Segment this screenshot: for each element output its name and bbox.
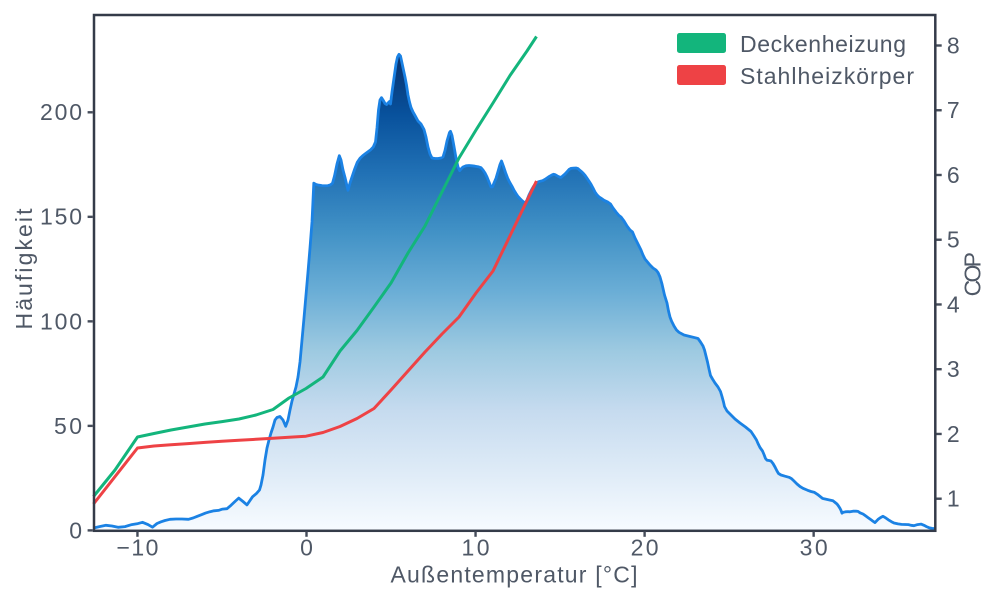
svg-text:0: 0: [69, 517, 82, 543]
svg-text:Stahlheizkörper: Stahlheizkörper: [740, 63, 914, 89]
svg-text:150: 150: [40, 204, 82, 230]
svg-text:7: 7: [947, 97, 960, 123]
svg-text:100: 100: [40, 308, 82, 334]
svg-text:6: 6: [947, 162, 960, 188]
svg-text:−10: −10: [116, 535, 158, 561]
svg-text:8: 8: [947, 32, 960, 58]
svg-text:COP: COP: [960, 252, 986, 296]
svg-text:Häufigkeit: Häufigkeit: [11, 208, 37, 330]
svg-text:0: 0: [300, 535, 313, 561]
svg-text:4: 4: [947, 291, 960, 317]
svg-text:Außentemperatur [°C]: Außentemperatur [°C]: [391, 562, 638, 588]
svg-text:3: 3: [947, 356, 960, 382]
svg-text:5: 5: [947, 227, 960, 253]
svg-text:Deckenheizung: Deckenheizung: [740, 31, 906, 57]
svg-text:1: 1: [947, 486, 960, 512]
svg-text:2: 2: [947, 421, 960, 447]
svg-text:200: 200: [40, 99, 82, 125]
